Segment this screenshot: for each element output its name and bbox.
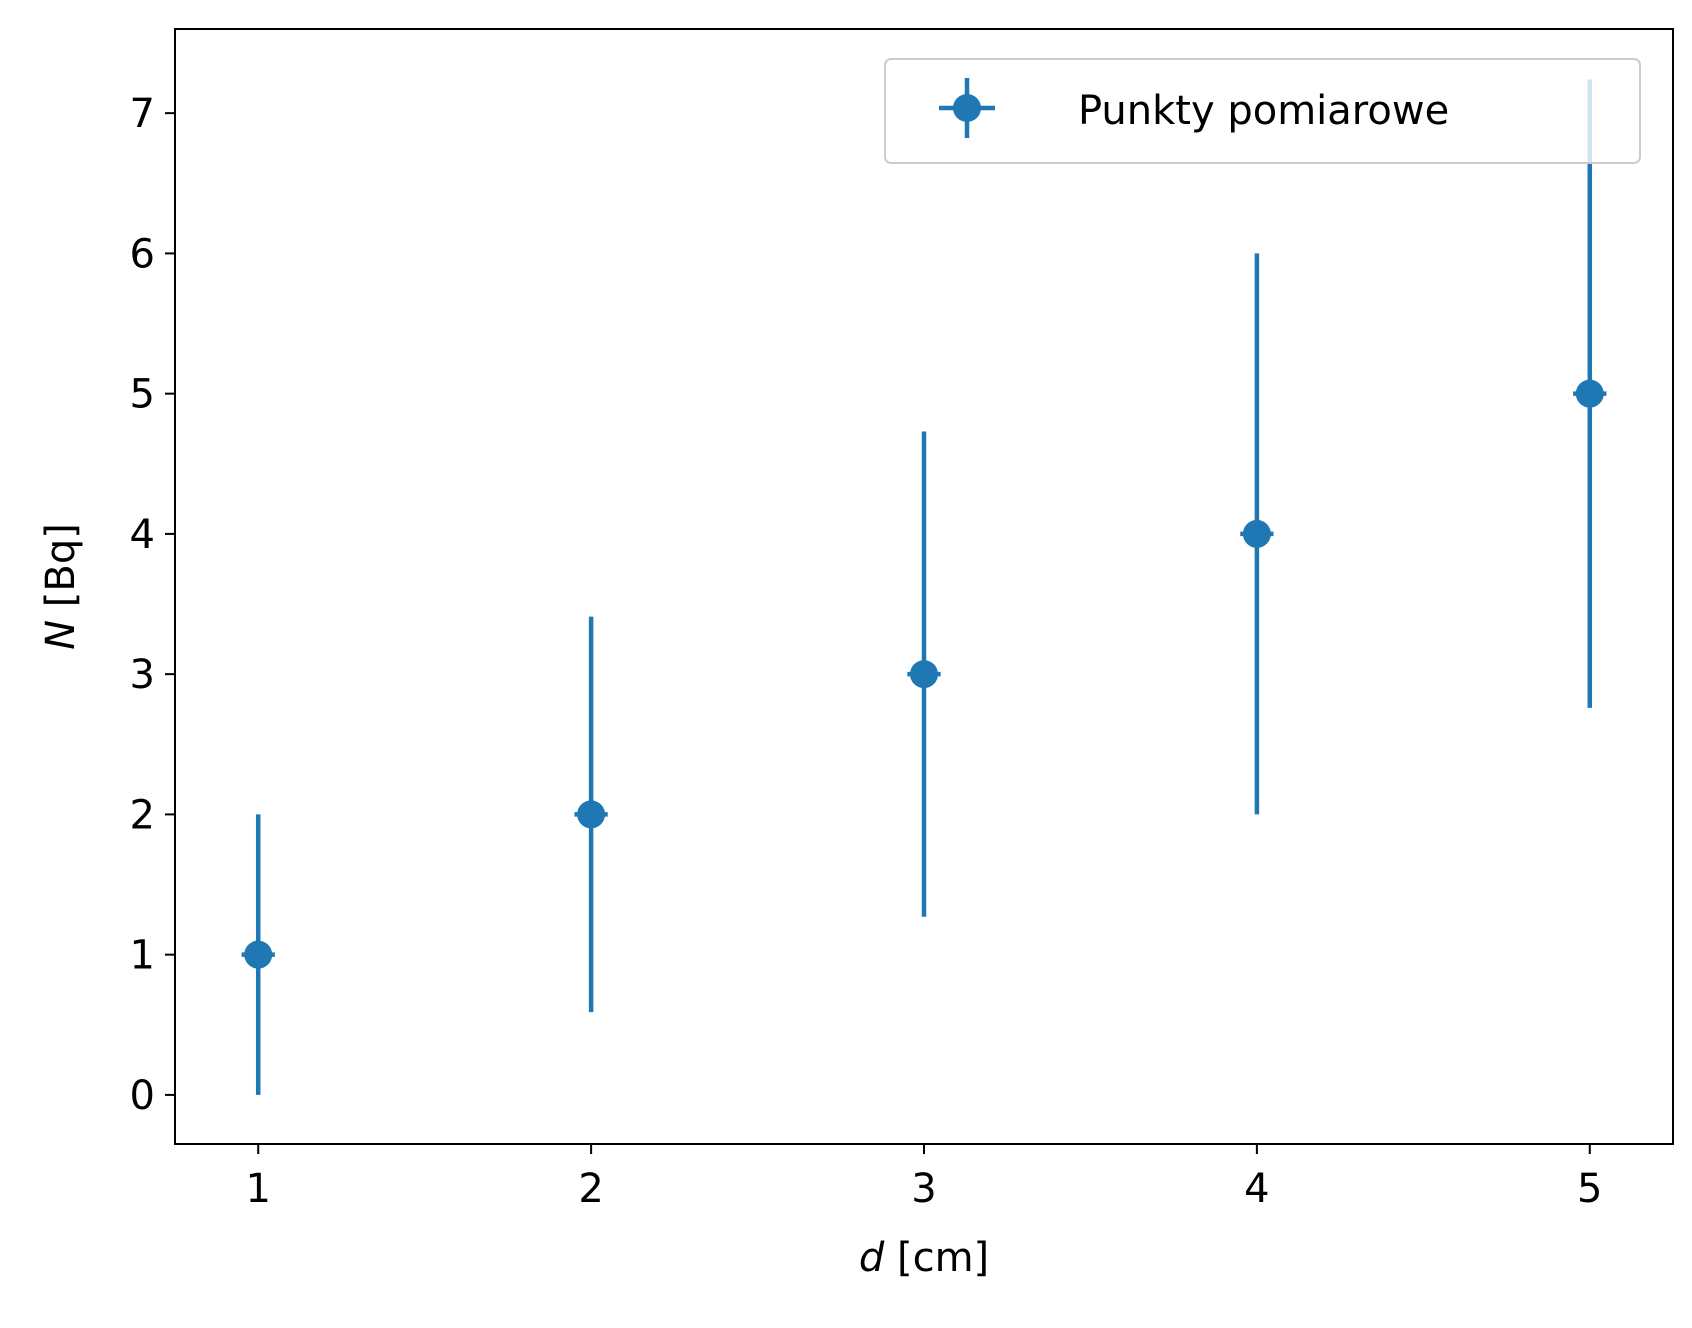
y-tick-label: 7 — [130, 91, 155, 137]
x-tick-label: 2 — [578, 1166, 603, 1212]
y-tick-label: 6 — [130, 231, 155, 277]
y-axis-label-unit: [Bq] — [38, 523, 84, 620]
data-point — [910, 660, 938, 689]
legend-label: Punkty pomiarowe — [1078, 88, 1449, 134]
legend-marker-icon — [939, 78, 995, 138]
data-point — [1575, 379, 1604, 408]
legend-box — [884, 58, 1641, 164]
plot-area — [241, 79, 1607, 1095]
y-tick-label: 0 — [130, 1073, 155, 1119]
x-axis-label: d [cm] — [859, 1235, 989, 1281]
y-axis-ticks: 0 1 2 3 4 5 6 7 — [130, 91, 175, 1119]
y-tick-label: 5 — [130, 372, 155, 418]
x-tick-label: 4 — [1244, 1166, 1269, 1212]
x-axis-label-variable: d — [859, 1235, 885, 1281]
y-tick-label: 2 — [130, 792, 155, 838]
data-point — [1242, 519, 1271, 548]
y-tick-label: 3 — [130, 652, 155, 698]
x-tick-label: 1 — [245, 1166, 270, 1212]
legend: Punkty pomiarowe — [884, 58, 1641, 164]
y-axis-label: N [Bq] — [38, 523, 84, 650]
y-axis-label-variable: N — [38, 620, 84, 650]
data-point — [577, 800, 606, 829]
x-axis-ticks: 1 2 3 4 5 — [245, 1144, 1603, 1212]
x-tick-label: 5 — [1577, 1166, 1602, 1212]
legend-marker-dot — [953, 94, 981, 122]
y-tick-label: 4 — [130, 512, 155, 558]
y-tick-label: 1 — [130, 933, 155, 979]
x-tick-label: 3 — [911, 1166, 936, 1212]
data-point — [244, 940, 273, 969]
axes-frame — [174, 28, 1674, 1145]
x-axis-label-unit: [cm] — [884, 1235, 989, 1281]
